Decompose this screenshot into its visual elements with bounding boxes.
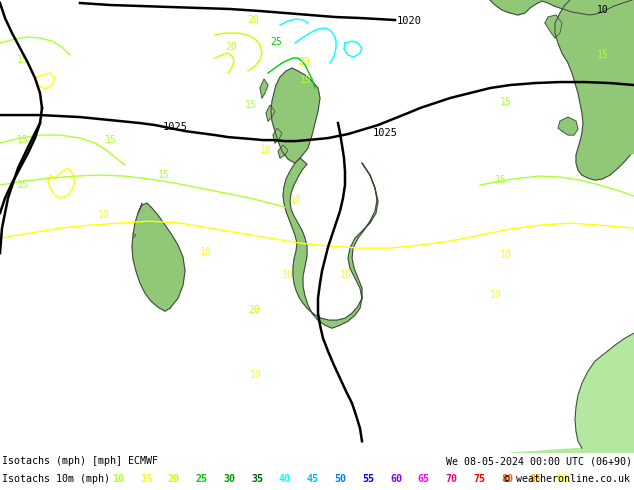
Text: 10: 10 — [98, 210, 110, 220]
Text: 25: 25 — [270, 37, 281, 47]
Text: 10: 10 — [282, 270, 294, 280]
Text: 25: 25 — [195, 474, 207, 484]
Text: 20: 20 — [298, 57, 310, 67]
Text: 1020: 1020 — [397, 16, 422, 26]
Text: 15: 15 — [17, 55, 29, 65]
Polygon shape — [558, 117, 578, 135]
Text: 10: 10 — [490, 290, 501, 300]
Polygon shape — [278, 145, 288, 158]
Text: 35: 35 — [251, 474, 263, 484]
Text: 65: 65 — [418, 474, 430, 484]
Text: 20: 20 — [247, 15, 259, 25]
Text: 15: 15 — [500, 97, 512, 107]
Text: 10: 10 — [250, 370, 262, 380]
Text: 15: 15 — [245, 100, 257, 110]
Text: 20: 20 — [225, 42, 236, 52]
Text: © weatheronline.co.uk: © weatheronline.co.uk — [504, 474, 630, 484]
Text: 15: 15 — [140, 474, 152, 484]
Text: 15: 15 — [597, 50, 609, 60]
Text: 15: 15 — [495, 175, 507, 185]
Text: 15: 15 — [105, 135, 117, 145]
Text: 10: 10 — [290, 195, 302, 205]
Text: 10: 10 — [200, 247, 212, 257]
Text: 30: 30 — [223, 474, 235, 484]
Polygon shape — [545, 15, 562, 38]
Text: 85: 85 — [529, 474, 541, 484]
Text: 55: 55 — [362, 474, 374, 484]
Text: Isotachs (mph) [mph] ECMWF: Isotachs (mph) [mph] ECMWF — [2, 456, 158, 466]
Text: Isotachs 10m (mph): Isotachs 10m (mph) — [2, 474, 110, 484]
Text: 60: 60 — [390, 474, 402, 484]
Text: 15: 15 — [158, 170, 170, 180]
Text: 45: 45 — [307, 474, 319, 484]
Polygon shape — [132, 203, 185, 311]
Text: 1025: 1025 — [163, 122, 188, 132]
Text: 10: 10 — [500, 250, 512, 260]
Text: 15: 15 — [17, 135, 29, 145]
Polygon shape — [266, 105, 275, 121]
Text: 40: 40 — [279, 474, 291, 484]
Polygon shape — [510, 333, 634, 453]
Text: 1025: 1025 — [373, 128, 398, 138]
Text: 90: 90 — [557, 474, 569, 484]
Text: 15: 15 — [300, 75, 312, 85]
Text: 75: 75 — [474, 474, 486, 484]
Text: 10: 10 — [340, 270, 352, 280]
Text: 80: 80 — [501, 474, 513, 484]
Text: 70: 70 — [446, 474, 458, 484]
Polygon shape — [260, 79, 268, 98]
Polygon shape — [490, 0, 634, 15]
Text: 20: 20 — [167, 474, 179, 484]
Text: We 08-05-2024 00:00 UTC (06+90): We 08-05-2024 00:00 UTC (06+90) — [446, 456, 632, 466]
Polygon shape — [555, 0, 634, 180]
Text: 10: 10 — [260, 145, 272, 155]
Polygon shape — [283, 158, 378, 328]
Text: 10: 10 — [112, 474, 124, 484]
Text: 20: 20 — [248, 305, 260, 315]
Polygon shape — [271, 68, 320, 163]
Text: 50: 50 — [334, 474, 346, 484]
Polygon shape — [273, 128, 282, 143]
Text: 15: 15 — [17, 180, 29, 190]
Text: 10: 10 — [597, 5, 609, 15]
